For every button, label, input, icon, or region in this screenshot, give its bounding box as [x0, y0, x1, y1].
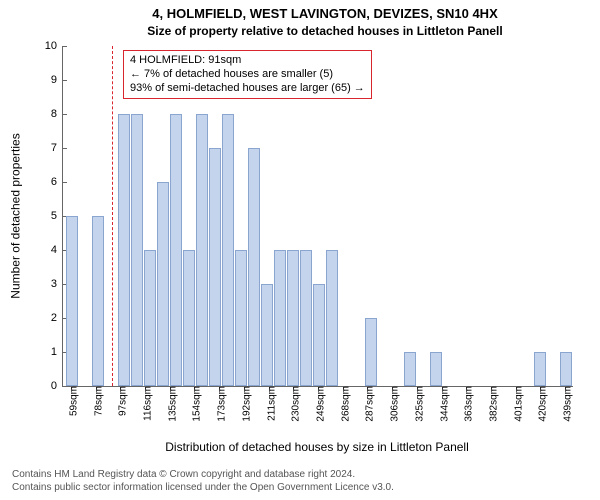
histogram-bar: [131, 114, 144, 386]
histogram-bar: [222, 114, 235, 386]
x-tick-label: 230sqm: [285, 386, 302, 446]
y-tick-label: 9: [51, 74, 63, 86]
y-tick-label: 7: [51, 142, 63, 154]
histogram-bar: [326, 250, 339, 386]
x-tick-label: 154sqm: [186, 386, 203, 446]
histogram-bar: [209, 148, 222, 386]
reference-callout: 4 HOLMFIELD: 91sqm ← 7% of detached hous…: [123, 50, 372, 99]
y-tick-label: 5: [51, 210, 63, 222]
histogram-bar: [144, 250, 157, 386]
reference-line: [112, 46, 113, 386]
chart-title: 4, HOLMFIELD, WEST LAVINGTON, DEVIZES, S…: [60, 6, 590, 21]
histogram-bar: [118, 114, 131, 386]
y-tick-label: 0: [51, 380, 63, 392]
x-tick-label: 439sqm: [557, 386, 574, 446]
x-tick-label: 211sqm: [260, 386, 277, 446]
x-tick-label: 382sqm: [483, 386, 500, 446]
histogram-bar: [404, 352, 417, 386]
x-axis-label: Distribution of detached houses by size …: [62, 440, 572, 454]
x-tick-label: 116sqm: [136, 386, 153, 446]
histogram-bar: [430, 352, 443, 386]
plot-area: 01234567891059sqm78sqm97sqm116sqm135sqm1…: [62, 46, 573, 387]
histogram-bar: [157, 182, 170, 386]
attribution-footer: Contains HM Land Registry data © Crown c…: [12, 469, 394, 494]
histogram-bar: [66, 216, 79, 386]
x-tick-label: 325sqm: [408, 386, 425, 446]
x-tick-label: 192sqm: [235, 386, 252, 446]
histogram-bar: [261, 284, 274, 386]
chart-subtitle: Size of property relative to detached ho…: [60, 24, 590, 38]
property-size-histogram: 4, HOLMFIELD, WEST LAVINGTON, DEVIZES, S…: [0, 0, 600, 500]
x-tick-label: 287sqm: [359, 386, 376, 446]
callout-line-2: ← 7% of detached houses are smaller (5): [130, 68, 365, 82]
histogram-bar: [170, 114, 183, 386]
footer-line-2: Contains public sector information licen…: [12, 482, 394, 495]
y-tick-label: 1: [51, 346, 63, 358]
histogram-bar: [274, 250, 287, 386]
y-tick-label: 6: [51, 176, 63, 188]
y-tick-label: 10: [45, 40, 63, 52]
x-tick-label: 306sqm: [384, 386, 401, 446]
x-tick-label: 249sqm: [310, 386, 327, 446]
histogram-bar: [534, 352, 547, 386]
callout-line-3: 93% of semi-detached houses are larger (…: [130, 82, 365, 96]
histogram-bar: [235, 250, 248, 386]
x-tick-label: 97sqm: [112, 386, 129, 446]
x-tick-label: 135sqm: [161, 386, 178, 446]
x-tick-label: 401sqm: [507, 386, 524, 446]
x-tick-label: 78sqm: [87, 386, 104, 446]
histogram-bar: [92, 216, 105, 386]
histogram-bar: [287, 250, 300, 386]
y-axis-label: Number of detached properties: [8, 46, 24, 386]
x-tick-label: 173sqm: [211, 386, 228, 446]
histogram-bar: [300, 250, 313, 386]
x-tick-label: 268sqm: [334, 386, 351, 446]
x-tick-label: 363sqm: [458, 386, 475, 446]
callout-line-1: 4 HOLMFIELD: 91sqm: [130, 54, 365, 68]
x-tick-label: 59sqm: [62, 386, 79, 446]
y-tick-label: 3: [51, 278, 63, 290]
y-tick-label: 8: [51, 108, 63, 120]
y-tick-label: 4: [51, 244, 63, 256]
x-tick-label: 420sqm: [532, 386, 549, 446]
histogram-bar: [365, 318, 378, 386]
histogram-bar: [313, 284, 326, 386]
histogram-bar: [196, 114, 209, 386]
x-tick-label: 344sqm: [433, 386, 450, 446]
histogram-bar: [248, 148, 261, 386]
histogram-bar: [183, 250, 196, 386]
histogram-bar: [560, 352, 573, 386]
footer-line-1: Contains HM Land Registry data © Crown c…: [12, 469, 394, 482]
y-tick-label: 2: [51, 312, 63, 324]
